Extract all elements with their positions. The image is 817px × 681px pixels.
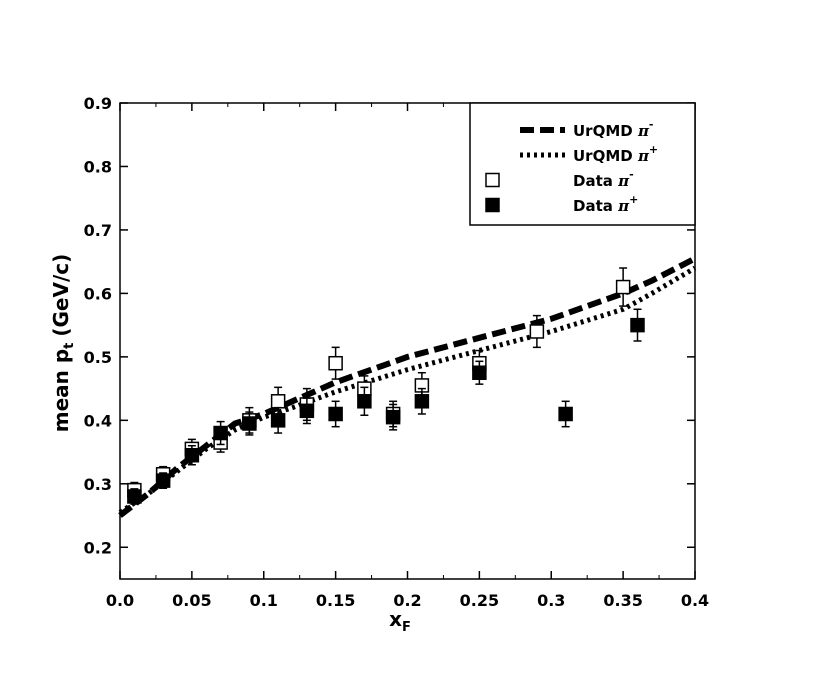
- x-tick-label: 0.25: [460, 591, 499, 610]
- data-point-pi-minus: [270, 394, 286, 409]
- y-tick-label: 0.4: [84, 411, 112, 430]
- x-tick-label: 0.15: [316, 591, 355, 610]
- legend-label: UrQMD π+: [573, 143, 658, 165]
- legend-label-text: UrQMD: [573, 147, 638, 165]
- y-axis-title-subscript: t: [62, 343, 77, 349]
- x-axis-title-subscript: F: [402, 620, 411, 635]
- data-point-pi-minus: [615, 279, 631, 295]
- x-tick-label: 0.0: [106, 591, 134, 610]
- y-tick-label: 0.6: [84, 284, 112, 303]
- data-point-pi-minus: [529, 324, 545, 339]
- legend-label-pi: π: [617, 172, 630, 190]
- data-point-pi-plus: [357, 394, 372, 409]
- x-tick-label: 0.1: [250, 591, 278, 610]
- legend-label-superscript: -: [629, 168, 634, 181]
- data-point-pi-plus: [630, 317, 645, 333]
- data-point-pi-minus: [328, 355, 343, 371]
- data-point-pi-plus: [127, 489, 142, 504]
- legend-items: UrQMD π-UrQMD π+Data π-Data π+: [485, 118, 658, 215]
- data-point-pi-plus: [472, 365, 487, 380]
- data-point-pi-plus: [155, 473, 171, 488]
- y-axis-title: mean pt(GeV/c): [49, 254, 77, 433]
- legend-swatch-open-square: [485, 172, 500, 188]
- legend-label-text: UrQMD: [573, 122, 638, 140]
- y-tick-label: 0.3: [84, 475, 112, 494]
- legend-label-superscript: -: [649, 118, 654, 131]
- x-axis-title: xF: [389, 607, 411, 635]
- x-tick-label: 0.3: [537, 591, 565, 610]
- legend-swatch-filled-square: [485, 197, 500, 213]
- markers: [127, 267, 645, 505]
- y-tick-label: 0.7: [84, 221, 112, 240]
- legend-label: UrQMD π-: [573, 118, 654, 140]
- data-point-pi-plus: [242, 416, 257, 431]
- legend-label: Data π-: [573, 168, 634, 190]
- legend-label-text: Data: [573, 197, 618, 215]
- x-tick-label: 0.4: [681, 591, 709, 610]
- legend-label-pi: π: [617, 197, 630, 215]
- x-tick-label: 0.35: [603, 591, 642, 610]
- data-point-pi-plus: [299, 403, 315, 419]
- x-tick-label: 0.05: [172, 591, 211, 610]
- y-tick-label: 0.9: [84, 94, 112, 113]
- data-point-pi-plus: [213, 425, 228, 441]
- y-tick-label: 0.8: [84, 157, 112, 176]
- data-point-pi-plus: [558, 406, 573, 422]
- legend-label-superscript: +: [629, 193, 638, 206]
- y-tick-label: 0.5: [84, 348, 112, 367]
- x-tick-label: 0.2: [393, 591, 421, 610]
- series-line-urqmd-minus: [118, 255, 697, 518]
- legend-label-pi: π: [637, 122, 650, 140]
- y-tick-label: 0.2: [84, 538, 112, 557]
- legend-label: Data π+: [573, 193, 638, 215]
- data-point-pi-plus: [414, 394, 430, 409]
- data-point-pi-plus: [328, 406, 343, 422]
- legend-label-superscript: +: [649, 143, 658, 156]
- legend: UrQMD π-UrQMD π+Data π-Data π+: [469, 102, 696, 226]
- ticks: 0.0 0.05 0.1 0.15 0.2 0.25 0.3 0.35 0.4 0.2 0.3 0.4…: [84, 94, 710, 610]
- data-point-pi-plus: [184, 447, 200, 463]
- data-point-pi-plus: [385, 409, 401, 425]
- legend-label-text: Data: [573, 172, 618, 190]
- legend-box: [469, 102, 696, 226]
- y-axis-title-unit: (GeV/c): [49, 254, 73, 337]
- data-point-pi-plus: [270, 413, 286, 428]
- legend-label-pi: π: [637, 147, 650, 165]
